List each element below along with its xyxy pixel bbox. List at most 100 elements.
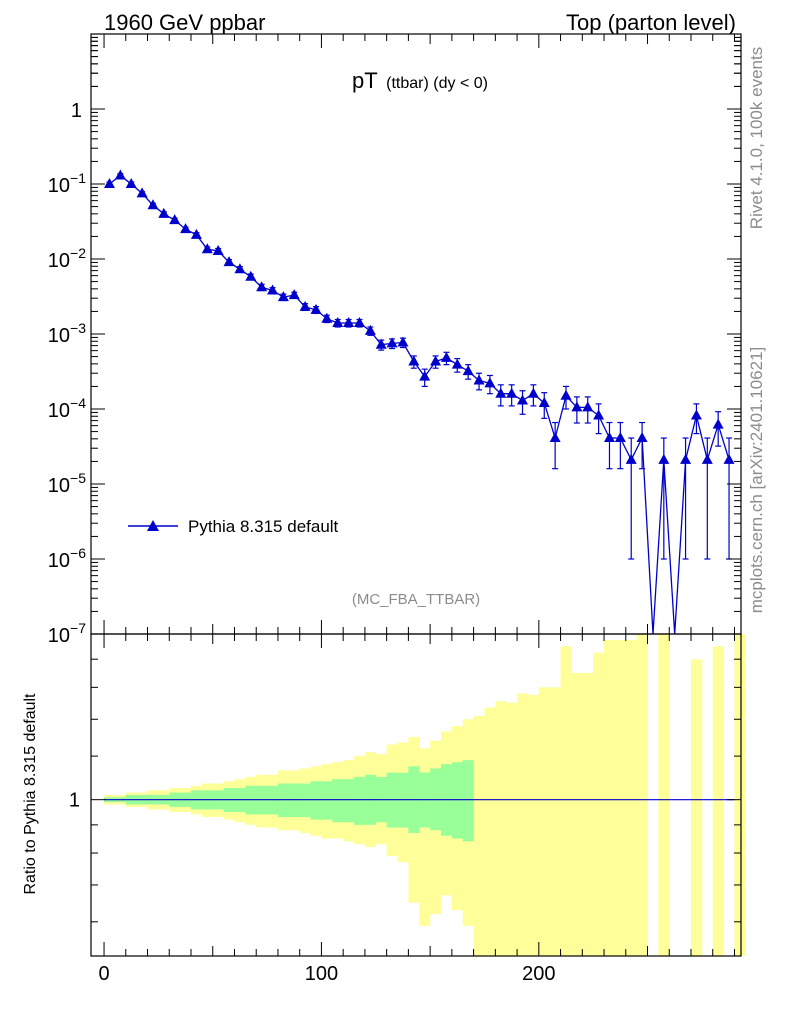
data-point <box>288 289 300 300</box>
data-point <box>484 377 496 388</box>
main-panel <box>103 169 735 635</box>
ratio-total-band <box>604 640 616 956</box>
data-point <box>462 365 474 376</box>
y-tick-label: 10−5 <box>48 470 86 497</box>
data-point <box>701 453 713 464</box>
ratio-total-band <box>691 659 703 956</box>
data-point <box>375 338 387 349</box>
ratio-total-band <box>560 646 572 956</box>
data-point <box>332 317 344 328</box>
data-point <box>723 453 735 464</box>
data-point <box>603 432 615 443</box>
ratio-stat-band <box>462 760 474 842</box>
data-point <box>169 214 181 225</box>
data-point <box>549 432 561 443</box>
data-point <box>560 389 572 400</box>
ratio-total-band <box>527 694 540 956</box>
ratio-total-band <box>517 693 529 956</box>
ratio-total-band <box>658 634 670 956</box>
data-point <box>234 263 246 274</box>
ratio-stat-band <box>332 779 344 823</box>
data-point <box>538 397 550 408</box>
data-point <box>343 317 355 328</box>
legend: Pythia 8.315 default <box>128 517 339 536</box>
data-point <box>506 387 518 398</box>
legend-triangle-marker <box>147 520 159 531</box>
data-point <box>451 358 463 369</box>
ratio-y-tick-label: 1 <box>69 790 80 812</box>
ratio-total-band <box>571 672 583 956</box>
data-point <box>614 432 626 443</box>
ratio-stat-band <box>321 781 333 820</box>
data-point <box>256 281 268 292</box>
ratio-total-band <box>549 687 561 956</box>
data-point <box>158 207 170 218</box>
ratio-stat-band <box>451 762 464 839</box>
ratio-total-band <box>636 634 648 956</box>
analysis-id-label: (MC_FBA_TTBAR) <box>352 591 480 608</box>
data-point <box>593 409 605 420</box>
data-point <box>321 312 333 323</box>
ratio-total-band <box>419 748 431 926</box>
data-point <box>364 324 376 335</box>
series-line <box>109 174 730 635</box>
data-point <box>267 284 279 295</box>
ratio-total-band <box>538 687 550 956</box>
data-point <box>212 244 224 255</box>
data-point <box>223 256 235 267</box>
data-point <box>310 303 322 314</box>
ratio-stat-band <box>343 779 355 823</box>
data-point <box>353 317 365 328</box>
y-tick-label: 10−6 <box>48 545 86 572</box>
data-point <box>190 228 202 239</box>
data-point <box>299 300 311 311</box>
rivet-version-label: Rivet 4.1.0, 100k events <box>747 47 766 229</box>
data-point <box>147 199 159 210</box>
ratio-stat-band <box>354 776 366 825</box>
ratio-total-band <box>582 672 594 956</box>
ratio-total-band <box>506 702 518 956</box>
y-tick-label: 10−1 <box>48 170 86 197</box>
data-point <box>625 453 637 464</box>
data-point <box>180 223 192 234</box>
x-tick-label: 100 <box>305 963 338 985</box>
data-point <box>495 387 507 398</box>
data-point <box>408 355 420 366</box>
data-point <box>658 453 670 464</box>
data-point <box>571 401 583 412</box>
plot-title: pT (ttbar) (dy < 0) <box>352 68 488 93</box>
data-point <box>440 351 452 362</box>
data-point <box>680 453 692 464</box>
header-energy-label: 1960 GeV ppbar <box>104 10 265 35</box>
data-point <box>386 337 398 348</box>
data-point <box>277 291 289 302</box>
data-point <box>136 187 148 198</box>
ratio-total-band <box>473 715 485 956</box>
ratio-total-band <box>734 634 746 956</box>
mcplots-source-label: mcplots.cern.ch [arXiv:2401.10621] <box>747 347 766 613</box>
data-point <box>712 418 724 429</box>
data-point <box>103 178 115 188</box>
ratio-frame <box>90 633 742 957</box>
data-point <box>473 374 485 385</box>
x-tick-label: 200 <box>522 963 555 985</box>
data-point <box>582 401 594 412</box>
ratio-stat-band <box>310 781 322 820</box>
main-frame <box>90 33 742 635</box>
data-point <box>636 432 648 443</box>
data-point <box>527 387 539 398</box>
ratio-total-band <box>614 640 627 956</box>
ratio-total-band <box>593 652 605 956</box>
data-point <box>690 409 702 420</box>
legend-entry-label: Pythia 8.315 default <box>188 517 339 536</box>
y-tick-label: 10−3 <box>48 320 86 347</box>
data-point <box>245 270 257 281</box>
x-tick-label: 0 <box>98 963 109 985</box>
ratio-total-band <box>712 646 724 956</box>
y-tick-label: 1 <box>71 100 82 122</box>
data-point <box>517 394 529 405</box>
y-tick-label: 10−4 <box>48 395 86 422</box>
data-point <box>397 336 409 347</box>
plot-title-main: pT <box>352 68 378 93</box>
